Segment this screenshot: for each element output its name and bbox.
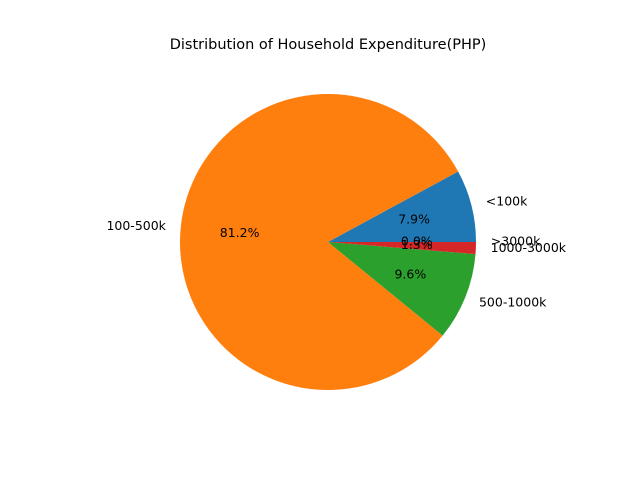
pie-slice-lt-100k <box>328 171 476 242</box>
pie-slices <box>180 94 476 391</box>
percent-labels: 7.9% 81.2% 9.6% 1.3%0.0% <box>220 212 433 282</box>
pie-slice-100-500k <box>180 94 459 391</box>
slice-label-lt-100k: <100k <box>486 194 528 209</box>
percent-label-gt-3000k: 0.0% <box>401 234 433 249</box>
chart-title: Distribution of Household Expenditure(PH… <box>170 37 487 53</box>
percent-label-500-1000k: 9.6% <box>394 267 426 282</box>
pie-slice-500-1000k <box>328 242 476 336</box>
slice-label-1000-3000k: 1000-3000k <box>491 240 567 255</box>
slice-label-100-500k: 100-500k <box>106 218 166 233</box>
percent-label-lt-100k: 7.9% <box>398 212 430 227</box>
slice-label-500-1000k: 500-1000k <box>479 294 547 309</box>
pie-slice-1000-3000k <box>328 242 476 255</box>
slice-label-gt-3000k: >3000k <box>491 234 541 249</box>
percent-label-1000-3000k: 1.3% <box>401 237 433 252</box>
percent-label-100-500k: 81.2% <box>220 225 260 240</box>
slice-labels: <100k 100-500k 500-1000k 1000-3000k>3000k <box>106 194 566 310</box>
